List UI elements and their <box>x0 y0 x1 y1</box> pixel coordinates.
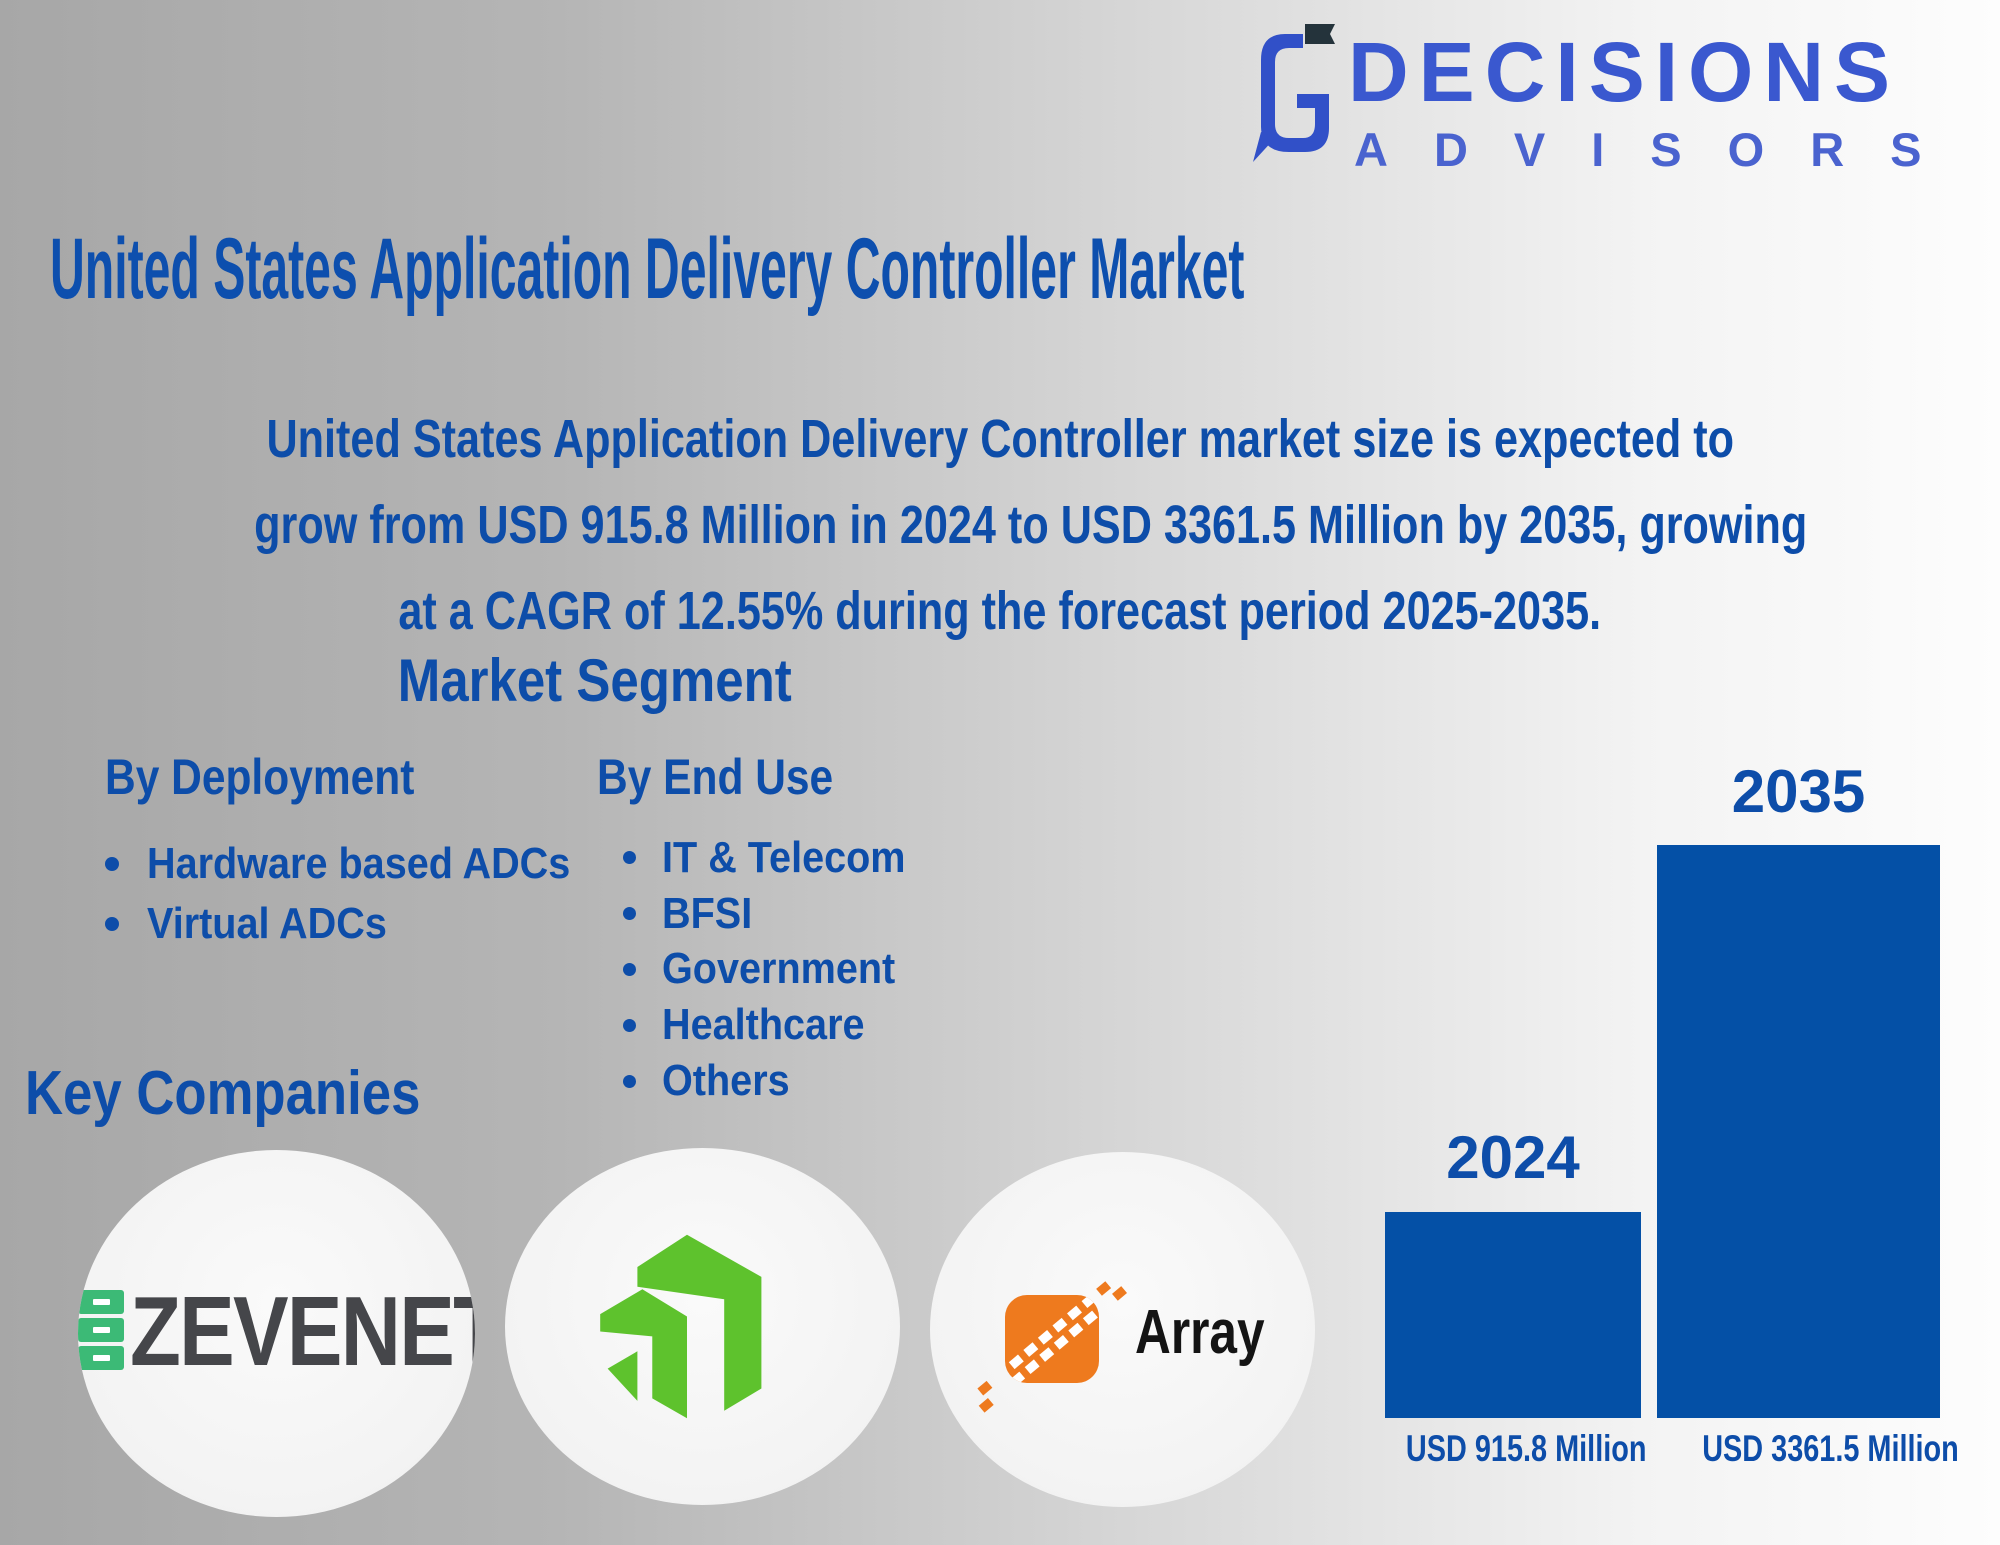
company-logo-array: Array <box>930 1152 1315 1507</box>
zevenet-wordmark: ZEVENET <box>130 1276 475 1386</box>
bar-2035 <box>1657 845 1940 1418</box>
by-end-use-heading: By End Use <box>597 749 834 805</box>
bar-label-2024: 2024 <box>1446 1124 1580 1191</box>
key-companies-heading: Key Companies <box>25 1059 421 1128</box>
progress-chevron-icon <box>563 1198 811 1455</box>
end-use-item: BFSI <box>623 886 933 942</box>
summary-line-3: at a CAGR of 12.55% during the forecast … <box>398 581 1602 641</box>
company-logo-zevenet: ZEVENET <box>78 1150 475 1517</box>
summary-line-1: United States Application Delivery Contr… <box>266 409 1734 469</box>
decisions-logo-icon <box>1247 20 1337 170</box>
zevenet-server-stack-icon <box>78 1290 124 1374</box>
deployment-item: Hardware based ADCs <box>105 834 617 894</box>
summary-line-2: grow from USD 915.8 Million in 2024 to U… <box>254 495 1808 555</box>
bullet-icon <box>623 1018 636 1032</box>
company-logo-progress <box>505 1148 900 1505</box>
end-use-item: IT & Telecom <box>623 830 933 886</box>
bullet-icon <box>105 917 119 931</box>
by-deployment-heading: By Deployment <box>105 749 415 805</box>
bar-value-2024: USD 915.8 Million <box>1405 1428 1647 1469</box>
by-end-use-list: IT & Telecom BFSI Government Healthcare … <box>623 830 933 1109</box>
array-wordmark: Array <box>1135 1298 1265 1367</box>
bullet-icon <box>105 857 119 871</box>
end-use-item: Others <box>623 1053 933 1109</box>
bullet-icon <box>623 962 636 976</box>
bar-2024 <box>1385 1212 1641 1418</box>
by-deployment-list: Hardware based ADCs Virtual ADCs <box>105 834 617 954</box>
bar-label-2035: 2035 <box>1731 758 1866 825</box>
page-title: United States Application Delivery Contr… <box>50 221 1245 317</box>
end-use-item: Healthcare <box>623 997 933 1053</box>
market-summary: United States Application Delivery Contr… <box>60 396 1940 654</box>
brand-wordmark: DECISIONS ADVISORS <box>1348 30 1968 173</box>
bar-value-2035: USD 3361.5 Million <box>1702 1428 1959 1469</box>
bullet-icon <box>623 851 636 865</box>
bullet-icon <box>623 907 636 921</box>
brand-tagline: ADVISORS <box>1354 123 1968 176</box>
bullet-icon <box>623 1074 636 1088</box>
array-logo-icon <box>975 1281 1145 1426</box>
market-segment-heading: Market Segment <box>398 647 792 714</box>
end-use-item: Government <box>623 942 933 998</box>
deployment-item: Virtual ADCs <box>105 894 617 954</box>
brand-name: DECISIONS <box>1348 25 1901 119</box>
